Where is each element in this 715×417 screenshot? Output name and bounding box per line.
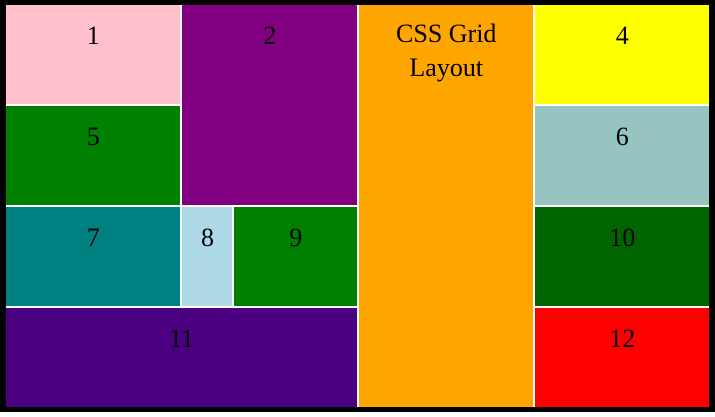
grid-title-line-2: Layout — [396, 51, 496, 85]
grid-item-10-label: 10 — [609, 221, 635, 255]
grid-item-4-label: 4 — [616, 19, 629, 53]
grid-item-11-label: 11 — [169, 322, 194, 356]
grid-item-8-9-group: 8 9 — [182, 207, 357, 306]
grid-item-title: CSS Grid Layout — [359, 5, 534, 407]
grid-item-8-label: 8 — [201, 221, 214, 255]
grid-item-2: 2 — [182, 5, 357, 205]
grid-item-5: 5 — [6, 106, 180, 205]
grid-item-12: 12 — [535, 308, 709, 407]
css-grid-container: 1 2 CSS Grid Layout 4 5 6 7 8 9 — [6, 5, 709, 407]
grid-item-11: 11 — [6, 308, 357, 407]
grid-item-4: 4 — [535, 5, 709, 104]
grid-item-1-label: 1 — [87, 19, 100, 53]
grid-title: CSS Grid Layout — [396, 17, 496, 85]
grid-item-7-label: 7 — [87, 221, 100, 255]
grid-title-line-1: CSS Grid — [396, 17, 496, 51]
grid-item-8: 8 — [182, 207, 232, 306]
grid-item-9-label: 9 — [289, 221, 302, 255]
grid-item-7: 7 — [6, 207, 180, 306]
grid-item-9: 9 — [234, 207, 357, 306]
grid-item-5-label: 5 — [87, 120, 100, 154]
grid-item-2-label: 2 — [263, 19, 276, 53]
grid-item-12-label: 12 — [609, 322, 635, 356]
grid-item-10: 10 — [535, 207, 709, 306]
grid-item-1: 1 — [6, 5, 180, 104]
grid-item-6-label: 6 — [616, 120, 629, 154]
grid-item-6: 6 — [535, 106, 709, 205]
